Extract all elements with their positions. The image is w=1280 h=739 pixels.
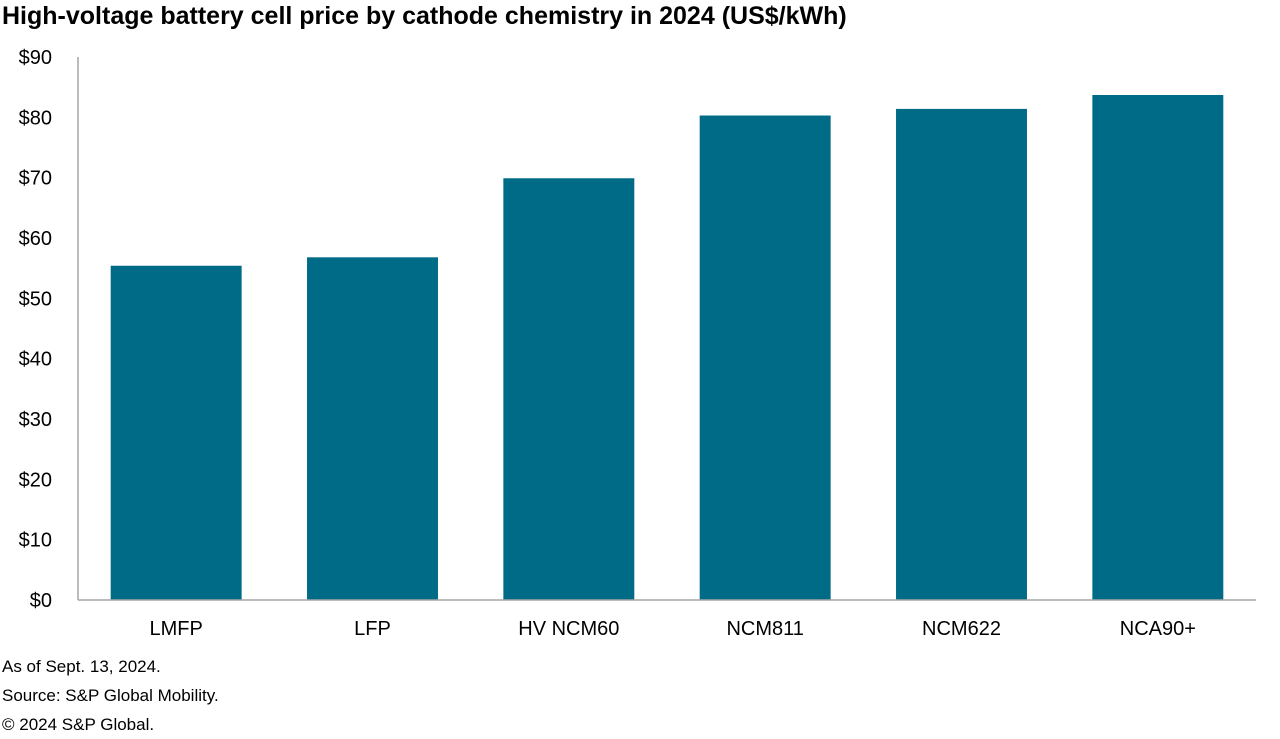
bar: [699, 115, 831, 601]
footnotes: As of Sept. 13, 2024. Source: S&P Global…: [2, 652, 219, 739]
bar: [307, 257, 438, 600]
bar: [503, 178, 635, 600]
y-tick-label: $40: [19, 349, 52, 371]
x-tick-label: NCA90+: [1120, 618, 1196, 640]
y-tick-label: $0: [30, 590, 52, 612]
y-tick-label: $90: [19, 47, 52, 69]
bar-chart: $0 $10 $20 $30 $40 $50 $60 $70 $80 $90 LMFP LFP HV N…: [19, 47, 1256, 640]
x-tick-label: LMFP: [149, 618, 202, 640]
y-tick-label: $80: [19, 107, 52, 129]
y-tick-label: $30: [19, 409, 52, 431]
as-of-note: As of Sept. 13, 2024.: [2, 657, 161, 676]
bar: [110, 265, 242, 600]
x-tick-label: HV NCM60: [518, 618, 619, 640]
y-tick-label: $50: [19, 288, 52, 310]
bar: [1092, 95, 1224, 600]
y-tick-label: $70: [19, 168, 52, 190]
source-note: Source: S&P Global Mobility.: [2, 686, 219, 705]
x-tick-label: LFP: [354, 618, 391, 640]
y-tick-label: $20: [19, 469, 52, 491]
x-tick-label: NCM622: [922, 618, 1001, 640]
copyright-note: © 2024 S&P Global.: [2, 715, 155, 734]
chart-title: High-voltage battery cell price by catho…: [2, 2, 847, 30]
y-tick-label: $60: [19, 228, 52, 250]
y-tick-label: $10: [19, 530, 52, 552]
x-tick-label: NCM811: [726, 618, 803, 640]
bar: [896, 108, 1027, 601]
